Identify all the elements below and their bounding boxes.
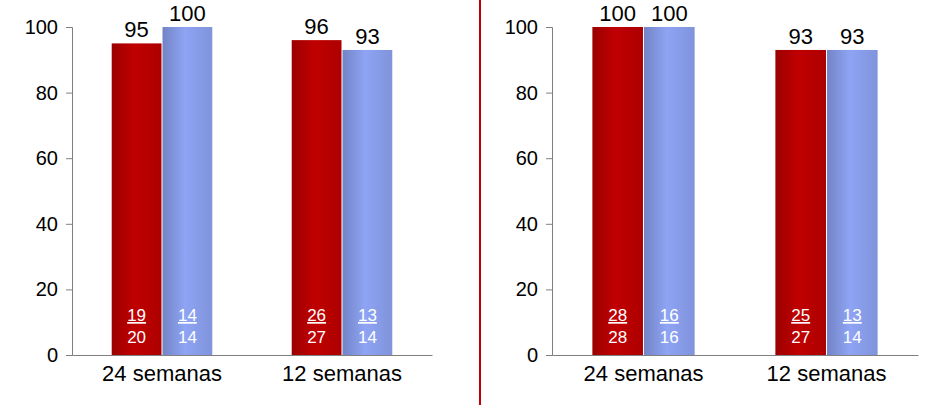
x-tick: 24 semanas bbox=[102, 361, 222, 386]
y-tick-label: 100 bbox=[505, 16, 538, 38]
y-tick-mark bbox=[66, 289, 72, 290]
fraction-denominator: 27 bbox=[791, 328, 810, 347]
x-tick-label: 12 semanas bbox=[767, 361, 887, 386]
fraction-numerator: 26 bbox=[307, 306, 326, 325]
fraction-numerator: 25 bbox=[791, 306, 810, 325]
y-tick-mark bbox=[66, 93, 72, 94]
bar bbox=[112, 43, 162, 355]
bar bbox=[292, 40, 342, 355]
chart-panel: 0 20 40 60 80 100 24 semanas 12 semanas 95 19 20 96… bbox=[25, 1, 433, 386]
x-axis: 24 semanas 12 semanas bbox=[553, 356, 919, 386]
y-tick: 60 bbox=[36, 147, 72, 169]
y-tick: 80 bbox=[36, 82, 72, 104]
fraction-denominator: 16 bbox=[660, 328, 679, 347]
y-tick-mark bbox=[66, 355, 72, 356]
y-tick-mark bbox=[66, 158, 72, 159]
fraction-numerator: 19 bbox=[127, 306, 146, 325]
data-label: 93 bbox=[840, 24, 864, 49]
bars bbox=[592, 27, 877, 355]
y-tick: 20 bbox=[516, 278, 552, 300]
fraction-denominator: 20 bbox=[127, 328, 146, 347]
y-tick-label: 60 bbox=[36, 147, 58, 169]
x-axis-line bbox=[553, 355, 919, 356]
x-axis: 24 semanas 12 semanas bbox=[73, 356, 433, 386]
y-tick-mark bbox=[546, 93, 552, 94]
y-tick-label: 40 bbox=[516, 213, 538, 235]
labels: 95 19 20 96 26 27 100 14 14 93 13 14 bbox=[124, 1, 379, 347]
data-label: 100 bbox=[169, 1, 206, 26]
y-tick-mark bbox=[546, 355, 552, 356]
y-tick: 60 bbox=[516, 147, 552, 169]
y-tick-mark bbox=[66, 224, 72, 225]
y-tick-label: 100 bbox=[25, 16, 58, 38]
data-label: 96 bbox=[304, 14, 328, 39]
fraction-denominator: 27 bbox=[307, 328, 326, 347]
fraction-denominator: 14 bbox=[358, 328, 377, 347]
chart-panel: 0 20 40 60 80 100 24 semanas 12 semanas 100 28 28 9… bbox=[505, 1, 919, 386]
x-tick: 12 semanas bbox=[767, 361, 887, 386]
y-axis: 0 20 40 60 80 100 bbox=[25, 16, 73, 366]
y-tick: 80 bbox=[516, 82, 552, 104]
x-tick-label: 24 semanas bbox=[584, 361, 704, 386]
x-tick-label: 24 semanas bbox=[102, 361, 222, 386]
y-tick: 100 bbox=[25, 16, 72, 38]
y-axis: 0 20 40 60 80 100 bbox=[505, 16, 553, 366]
x-tick: 24 semanas bbox=[584, 361, 704, 386]
y-tick: 20 bbox=[36, 278, 72, 300]
data-label: 100 bbox=[651, 1, 688, 26]
fraction-numerator: 13 bbox=[358, 306, 377, 325]
y-tick-label: 0 bbox=[47, 344, 58, 366]
bar bbox=[163, 27, 213, 355]
bar bbox=[827, 50, 878, 355]
y-tick-mark bbox=[546, 27, 552, 28]
data-label: 100 bbox=[599, 1, 636, 26]
y-tick-mark bbox=[546, 224, 552, 225]
y-tick-mark bbox=[546, 158, 552, 159]
y-tick: 100 bbox=[505, 16, 552, 38]
y-tick: 40 bbox=[36, 213, 72, 235]
bar bbox=[775, 50, 826, 355]
y-tick-mark bbox=[66, 27, 72, 28]
panel-divider bbox=[479, 0, 481, 405]
y-tick-mark bbox=[546, 289, 552, 290]
y-tick-label: 20 bbox=[516, 278, 538, 300]
y-tick-label: 60 bbox=[516, 147, 538, 169]
bar bbox=[644, 27, 695, 355]
y-tick: 0 bbox=[47, 344, 72, 366]
data-label: 95 bbox=[124, 17, 148, 42]
labels: 100 28 28 93 25 27 100 16 16 93 13 14 bbox=[599, 1, 864, 347]
bar bbox=[343, 50, 393, 355]
fraction-numerator: 28 bbox=[608, 306, 627, 325]
fraction-numerator: 14 bbox=[178, 306, 197, 325]
data-label: 93 bbox=[788, 24, 812, 49]
bars bbox=[112, 27, 393, 355]
fraction-denominator: 14 bbox=[843, 328, 862, 347]
fraction-numerator: 16 bbox=[660, 306, 679, 325]
fraction-numerator: 13 bbox=[843, 306, 862, 325]
y-tick-label: 80 bbox=[516, 82, 538, 104]
x-tick-label: 12 semanas bbox=[282, 361, 402, 386]
y-tick-label: 40 bbox=[36, 213, 58, 235]
y-tick-label: 20 bbox=[36, 278, 58, 300]
y-tick-label: 0 bbox=[527, 344, 538, 366]
data-label: 93 bbox=[355, 24, 379, 49]
y-tick-label: 80 bbox=[36, 82, 58, 104]
y-axis-line bbox=[546, 28, 553, 356]
fraction-denominator: 28 bbox=[608, 328, 627, 347]
y-tick: 0 bbox=[527, 344, 552, 366]
fraction-denominator: 14 bbox=[178, 328, 197, 347]
y-axis-line bbox=[66, 28, 73, 356]
y-tick: 40 bbox=[516, 213, 552, 235]
x-axis-line bbox=[73, 355, 433, 356]
bar bbox=[592, 27, 643, 355]
chart-canvas: 0 20 40 60 80 100 24 semanas 12 semanas 95 19 20 96… bbox=[0, 0, 936, 405]
x-tick: 12 semanas bbox=[282, 361, 402, 386]
